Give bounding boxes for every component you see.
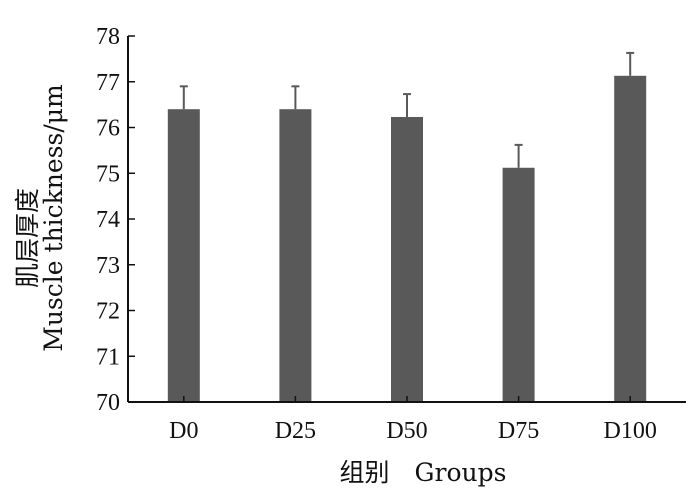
x-tick-label-d100: D100 [604, 418, 657, 444]
bar-d0 [167, 109, 200, 402]
y-tick-label: 75 [96, 161, 120, 187]
y-tick-label: 72 [96, 299, 120, 325]
x-tick-label-d50: D50 [386, 418, 427, 444]
bars [167, 75, 647, 403]
x-tick-label-d0: D0 [169, 418, 198, 444]
y-tick-label: 76 [96, 116, 120, 142]
y-tick-label: 78 [96, 24, 120, 50]
y-axis-ticks: 70 71 72 73 74 75 76 77 78 [96, 24, 135, 416]
bar-d75 [502, 167, 535, 402]
y-tick-label: 77 [96, 70, 120, 96]
x-axis-tick-labels: D0 D25 D50 D75 D100 [169, 396, 657, 444]
bar-d100 [614, 75, 647, 403]
y-tick-label: 71 [96, 344, 120, 370]
y-axis-title-cn: 肌层厚度 [13, 188, 42, 288]
x-tick-label-d75: D75 [498, 418, 539, 444]
error-bars [179, 51, 635, 168]
bar-d50 [391, 116, 423, 402]
y-tick-label: 74 [96, 207, 120, 233]
y-tick-label: 70 [96, 390, 120, 416]
y-axis-title-en: Muscle thickness/μm [39, 84, 68, 352]
x-tick-label-d25: D25 [275, 418, 316, 444]
x-axis-title: 组别 Groups [340, 458, 507, 487]
bar-d25 [279, 109, 312, 402]
y-tick-label: 73 [96, 253, 120, 279]
